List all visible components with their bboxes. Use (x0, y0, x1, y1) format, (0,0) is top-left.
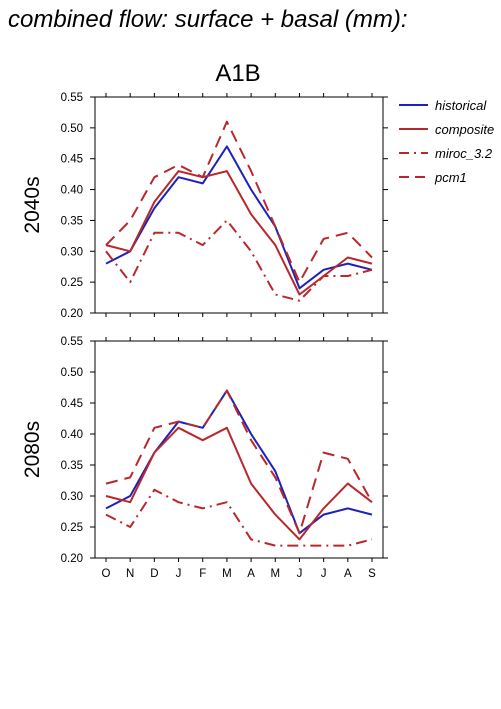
y-tick-label: 0.30 (61, 491, 83, 503)
y-tick-label: 0.55 (61, 92, 83, 104)
x-tick-label: J (176, 568, 182, 580)
y-axis-label: 2080s (21, 421, 44, 478)
y-tick-label: 0.20 (61, 308, 83, 320)
x-tick-label: N (126, 568, 134, 580)
x-tick-label: D (150, 568, 158, 580)
y-tick-label: 0.50 (61, 367, 83, 379)
legend-label: composite (435, 122, 494, 137)
y-tick-label: 0.40 (61, 429, 83, 441)
plot-frame (94, 340, 384, 559)
series-line-miroc-3-2 (105, 219, 373, 302)
y-tick-label: 0.25 (61, 277, 83, 289)
panel-2080s: 0.20 0.25 0.30 0.35 0.40 0.45 0.50 0.55 O N D J F M A M… (21, 336, 388, 580)
y-tick-label: 0.40 (61, 185, 83, 197)
x-tick-label: A (247, 568, 255, 580)
y-axis-label: 2040s (21, 176, 44, 233)
legend-label: historical (435, 98, 487, 113)
series-line-historical (105, 145, 373, 290)
x-tick-label: M (222, 568, 232, 580)
x-tick-label: J (297, 568, 303, 580)
plot-frame (94, 96, 384, 314)
legend-label: pcm1 (434, 170, 467, 185)
scenario-title: A1B (215, 60, 260, 87)
y-tick-label: 0.35 (61, 460, 83, 472)
x-tick-label: F (199, 568, 206, 580)
x-tick-label: A (344, 568, 352, 580)
page-title: combined flow: surface + basal (mm): (8, 6, 408, 33)
series-line-pcm1 (105, 120, 373, 284)
y-tick-label: 0.45 (61, 154, 83, 166)
series-line-historical (105, 389, 373, 535)
legend-label: miroc_3.2 (435, 146, 493, 161)
x-tick-label: S (368, 568, 376, 580)
y-tick-label: 0.20 (61, 553, 83, 565)
x-tick-label: O (102, 568, 111, 580)
y-tick-label: 0.30 (61, 246, 83, 258)
series-line-pcm1 (105, 389, 373, 535)
panels-layer: 0.200.250.300.350.400.450.500.552040s0.2… (21, 92, 388, 580)
x-tick-label: J (321, 568, 327, 580)
series-line-composite (105, 170, 373, 296)
series-line-composite (105, 426, 373, 541)
legend: historical composite miroc_3.2 pcm1 (399, 98, 494, 185)
panel-2040s: 0.20 0.25 0.30 0.35 0.40 0.45 0.50 0.55 2040s (21, 92, 388, 320)
y-tick-label: 0.25 (61, 522, 83, 534)
y-tick-label: 0.55 (61, 336, 83, 348)
y-tick-label: 0.50 (61, 123, 83, 135)
series-line-miroc-3-2 (105, 488, 373, 547)
y-tick-label: 0.45 (61, 398, 83, 410)
y-tick-label: 0.35 (61, 215, 83, 227)
x-tick-label: M (270, 568, 280, 580)
